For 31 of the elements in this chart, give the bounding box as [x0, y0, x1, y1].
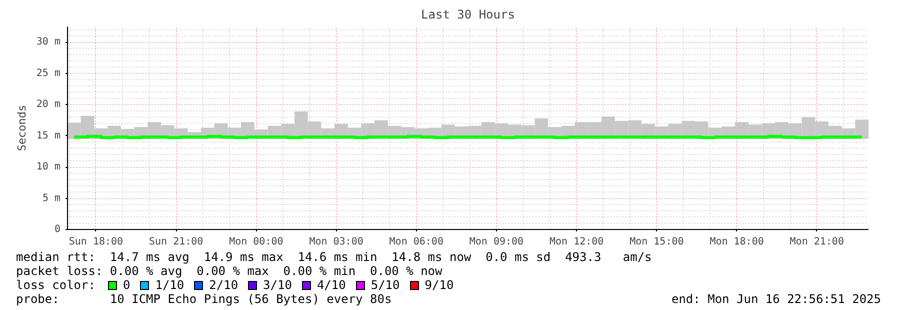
legend-label: 0 — [123, 278, 130, 292]
legend-label: 2/10 — [209, 278, 238, 292]
text: median rtt: 14.7 ms avg 14.9 ms max 14.6 ms min 14.8 ms now 0.0 ms sd 493.3 am/s — [16, 250, 653, 264]
x-tick-label: Mon 21:00 — [790, 236, 844, 248]
x-tick-label: Mon 09:00 — [469, 236, 524, 248]
legend-title: loss color: — [16, 278, 96, 292]
y-axis-title: Seconds — [15, 104, 28, 152]
legend-label: 5/10 — [370, 278, 400, 292]
y-tick-label: 15 m — [36, 130, 61, 142]
text: probe: 10 ICMP Echo Pings (56 Bytes) every 80s — [16, 292, 392, 306]
y-tick-label: 0 — [54, 224, 61, 235]
chart-title: Last 30 Hours — [421, 8, 515, 22]
legend-label: 3/10 — [263, 278, 292, 292]
y-tick-label: 10 m — [36, 162, 61, 173]
y-tick-label: 30 m — [36, 36, 61, 48]
y-tick-label: 25 m — [36, 68, 61, 79]
text: packet loss: 0.00 % avg 0.00 % max 0.00 % min 0.00 % now — [16, 264, 444, 278]
x-tick-label: Sun 18:00 — [68, 236, 124, 248]
y-tick-label: 5 m — [42, 192, 60, 204]
x-tick-label: Sun 21:00 — [148, 236, 204, 248]
text: end: Mon Jun 16 22:56:51 2025 — [671, 292, 881, 306]
x-tick-label: Mon 15:00 — [630, 236, 684, 248]
x-tick-label: Mon 00:00 — [229, 236, 284, 248]
legend-label: 9/10 — [424, 278, 454, 292]
x-tick-label: Mon 18:00 — [710, 236, 764, 248]
y-tick-label: 20 m — [36, 99, 61, 110]
x-tick-label: Mon 03:00 — [309, 236, 364, 248]
x-tick-label: Mon 12:00 — [549, 236, 604, 248]
legend-label: 1/10 — [155, 278, 184, 292]
legend-label: 4/10 — [316, 278, 346, 292]
x-tick-label: Mon 06:00 — [389, 236, 444, 248]
